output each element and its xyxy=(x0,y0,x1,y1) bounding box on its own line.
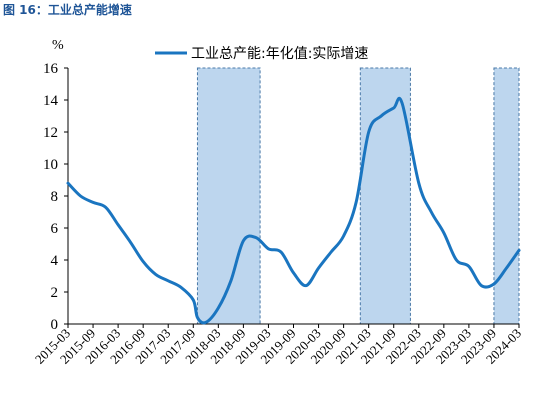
data-point xyxy=(380,115,383,118)
series-line-1 xyxy=(66,96,521,325)
data-point xyxy=(392,107,395,110)
data-point xyxy=(196,316,199,319)
data-point xyxy=(442,231,445,234)
shaded-period-3 xyxy=(493,67,520,325)
data-point xyxy=(242,239,245,242)
data-point xyxy=(430,211,433,214)
axes: 02468101214162015-032015-092016-032016-0… xyxy=(32,61,524,367)
data-point xyxy=(67,182,70,185)
data-point xyxy=(355,201,358,204)
data-point xyxy=(129,241,132,244)
y-tick-label: 2 xyxy=(51,285,59,301)
y-tick-label: 6 xyxy=(51,221,59,237)
y-tick-label: 16 xyxy=(43,61,59,77)
data-point xyxy=(79,195,82,198)
data-point xyxy=(401,102,404,105)
shaded-period-2 xyxy=(359,67,411,325)
data-point xyxy=(204,321,207,324)
legend-label: 工业总产能:年化值:实际增速 xyxy=(191,46,368,62)
data-point xyxy=(492,283,495,286)
data-point xyxy=(367,131,370,134)
data-point xyxy=(467,265,470,268)
data-point xyxy=(317,267,320,270)
data-point xyxy=(179,286,182,289)
shaded-period-1 xyxy=(196,67,261,325)
data-point xyxy=(480,284,483,287)
data-point xyxy=(104,206,107,209)
legend: 工业总产能:年化值:实际增速 xyxy=(155,46,368,62)
y-tick-label: 8 xyxy=(51,189,59,205)
figure-title: 图 16：工业总产能增速 xyxy=(3,3,132,17)
y-tick-label: 0 xyxy=(51,317,59,333)
data-point xyxy=(154,273,157,276)
data-point xyxy=(280,251,283,254)
data-point xyxy=(229,279,232,282)
data-point xyxy=(254,236,257,239)
series-layer xyxy=(66,96,521,325)
data-point xyxy=(518,249,521,252)
data-point xyxy=(417,182,420,185)
data-point xyxy=(292,271,295,274)
y-axis-label: % xyxy=(52,38,64,53)
data-point xyxy=(342,235,345,238)
data-point xyxy=(92,201,95,204)
y-tick-label: 14 xyxy=(43,93,59,109)
data-point xyxy=(167,279,170,282)
data-point xyxy=(117,223,120,226)
data-point xyxy=(142,260,145,263)
data-point xyxy=(192,299,195,302)
y-tick-label: 10 xyxy=(43,157,58,173)
data-point xyxy=(330,251,333,254)
data-point xyxy=(455,259,458,262)
y-tick-label: 12 xyxy=(43,125,58,141)
data-point xyxy=(505,267,508,270)
data-point xyxy=(267,247,270,250)
shaded-periods xyxy=(196,67,520,325)
y-tick-label: 4 xyxy=(51,253,59,269)
data-point xyxy=(217,307,220,310)
data-point xyxy=(305,284,308,287)
